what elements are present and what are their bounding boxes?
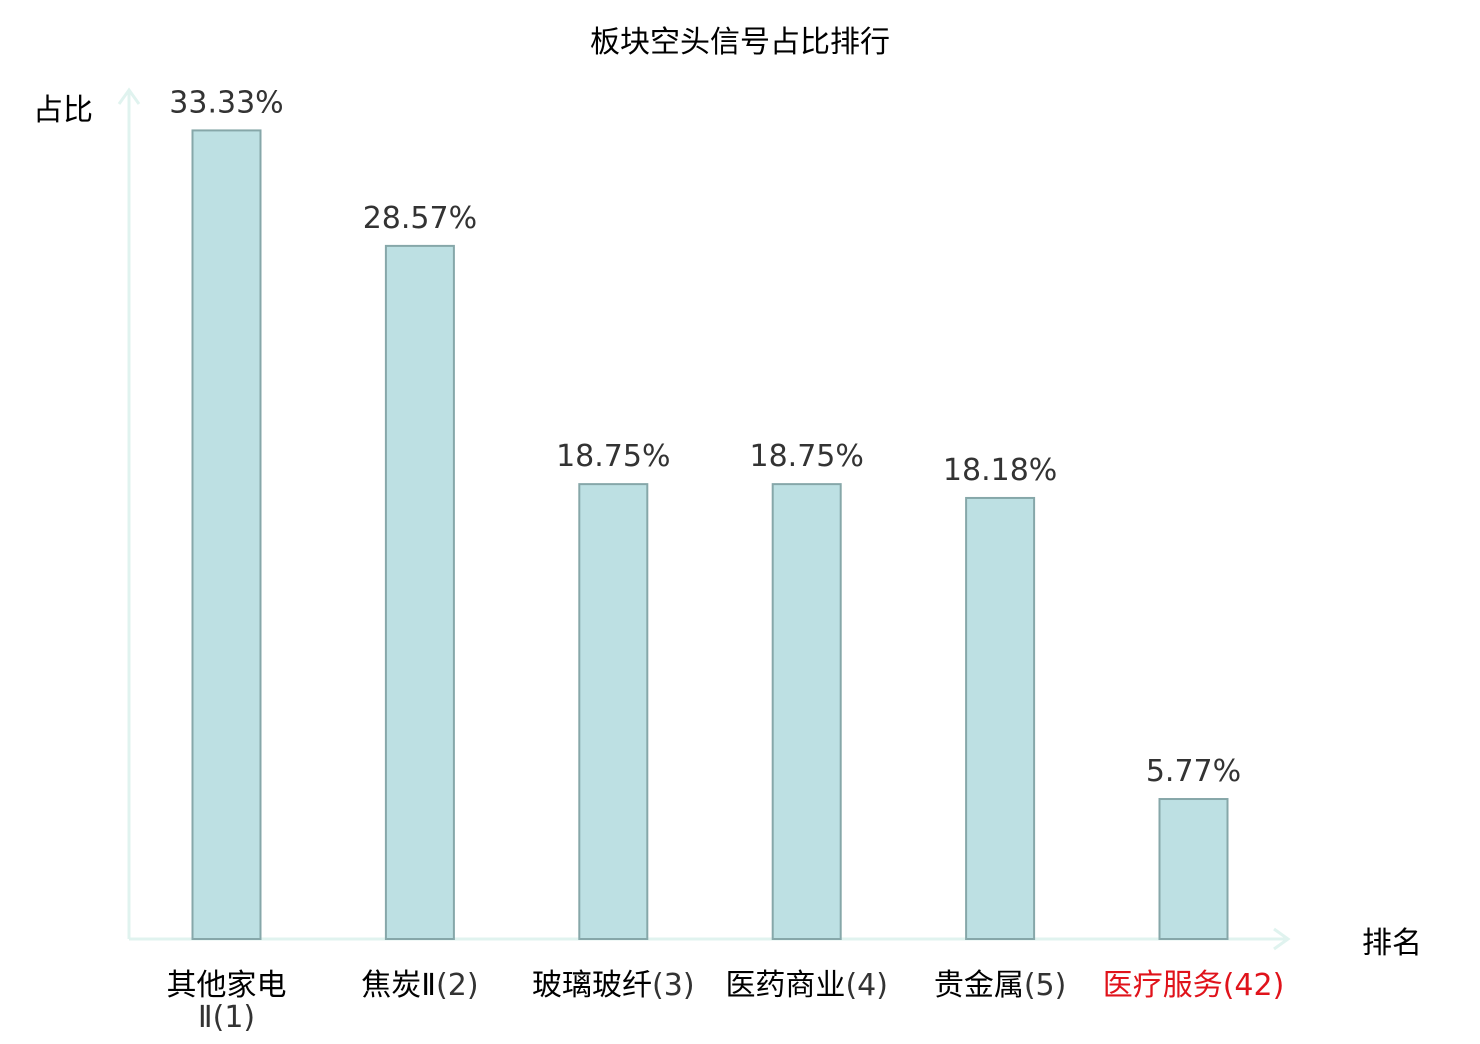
x-tick-name: 其他家电 [167,968,287,1003]
x-tick-name: 贵金属 [934,968,1024,1003]
x-tick-label: 医疗服务(42) [1103,968,1285,1003]
x-tick-name: 医疗服务 [1103,968,1223,1003]
x-tick-rank: (2) [436,968,479,1003]
x-tick-rank: (4) [845,968,888,1003]
bar [384,244,455,941]
x-tick-rank: (42) [1223,968,1285,1003]
value-label: 5.77% [1146,754,1241,789]
x-tick-label: 贵金属(5) [934,968,1067,1003]
bar [578,483,649,940]
value-label: 18.75% [556,439,670,474]
x-tick-name-suffix: Ⅱ [198,1000,213,1035]
x-tick-rank: (3) [652,968,695,1003]
x-tick-name: 玻璃玻纤 [532,968,652,1003]
chart-title: 板块空头信号占比排行 [590,25,890,60]
bar [771,483,842,940]
x-tick-label: 医药商业(4) [725,968,888,1003]
x-tick-label: 其他家电 Ⅱ(1) [167,968,287,1035]
value-labels-group: 33.33% 28.57% 18.75% 18.75% 18.18% 5.77% [169,85,1241,789]
axes [117,87,1291,951]
x-tick-label: 焦炭Ⅱ(2) [361,968,478,1003]
x-tick-labels-group: 其他家电 Ⅱ(1)焦炭Ⅱ(2) 玻璃玻纤(3) 医药商业(4) 贵金属(5) 医疗服务(4… [167,968,1285,1035]
x-tick-rank: (5) [1024,968,1067,1003]
x-tick-label: 玻璃玻纤(3) [532,968,695,1003]
bar [1158,798,1229,940]
value-label: 28.57% [363,201,477,236]
x-axis-arrow [1273,927,1291,951]
x-tick-name: 焦炭Ⅱ [361,968,436,1003]
value-label: 33.33% [169,85,283,120]
bars-group [191,129,1229,941]
bar [965,496,1036,940]
y-axis-label: 占比 [33,93,93,128]
bar [191,129,262,941]
value-label: 18.18% [943,453,1057,488]
value-label: 18.75% [750,439,864,474]
x-tick-rank: (1) [213,1000,256,1035]
x-tick-name: 医药商业 [725,968,845,1003]
x-axis-label: 排名 [1362,926,1422,961]
y-axis-arrow [117,87,141,105]
